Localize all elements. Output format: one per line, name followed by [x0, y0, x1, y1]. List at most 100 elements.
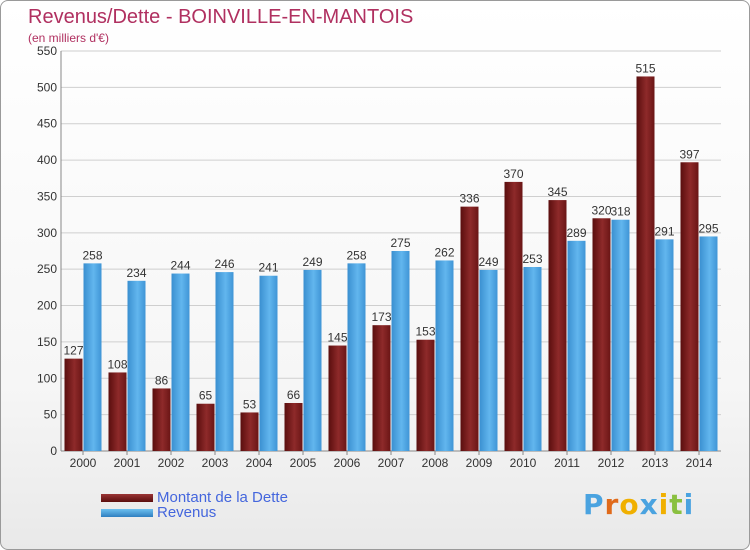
logo-letter: i: [683, 488, 695, 521]
bar-dette: [240, 412, 259, 451]
data-label: 244: [170, 259, 190, 273]
bar-dette: [64, 358, 83, 451]
data-label: 320: [591, 203, 611, 217]
bar-revenus: [567, 240, 586, 451]
logo-letter: o: [619, 488, 640, 521]
logo-letter: i: [658, 488, 670, 521]
bar-dette: [108, 372, 127, 451]
bar-dette: [636, 76, 655, 452]
y-tick-label: 450: [37, 117, 57, 131]
logo-letter: P: [583, 488, 605, 521]
bar-revenus: [259, 275, 278, 451]
y-tick-label: 350: [37, 189, 57, 203]
data-label: 370: [503, 167, 523, 181]
x-tick-label: 2006: [334, 456, 361, 470]
bar-dette: [416, 339, 435, 451]
logo-letter: r: [604, 488, 620, 521]
legend-item-dette: Montant de la Dette: [101, 489, 288, 506]
data-label: 66: [287, 388, 301, 402]
bar-dette: [548, 200, 567, 451]
data-label: 275: [390, 236, 410, 250]
data-label: 515: [635, 61, 655, 75]
x-tick-label: 2004: [246, 456, 273, 470]
data-label: 336: [459, 192, 479, 206]
chart-subtitle: (en milliers d'€): [28, 31, 109, 45]
bar-dette: [680, 162, 699, 452]
legend-item-revenus: Revenus: [101, 504, 216, 521]
x-tick-label: 2013: [642, 456, 669, 470]
data-label: 249: [478, 255, 498, 269]
bar-revenus: [699, 236, 718, 451]
x-tick-label: 2002: [158, 456, 185, 470]
data-label: 397: [679, 147, 699, 161]
data-label: 249: [302, 255, 322, 269]
data-label: 258: [346, 248, 366, 262]
bar-dette: [328, 345, 347, 451]
data-label: 345: [547, 185, 567, 199]
y-tick-label: 400: [37, 153, 57, 167]
bar-revenus: [611, 219, 630, 451]
y-tick-label: 100: [37, 371, 57, 385]
bar-dette: [592, 218, 611, 451]
data-label: 291: [654, 224, 674, 238]
data-label: 289: [566, 226, 586, 240]
bar-revenus: [655, 239, 674, 451]
bar-dette: [284, 403, 303, 451]
y-tick-label: 0: [50, 444, 57, 458]
bar-dette: [196, 403, 215, 451]
bar-dette: [152, 388, 171, 451]
data-label: 262: [434, 245, 454, 259]
legend-swatch-dette: [101, 493, 153, 502]
y-tick-label: 500: [37, 80, 57, 94]
legend-swatch-revenus: [101, 508, 153, 517]
x-tick-label: 2000: [70, 456, 97, 470]
x-tick-label: 2001: [114, 456, 141, 470]
bar-dette: [372, 325, 391, 451]
y-tick-label: 50: [44, 408, 58, 422]
x-tick-label: 2005: [290, 456, 317, 470]
bar-revenus: [83, 263, 102, 451]
bar-revenus: [435, 260, 454, 451]
data-label: 318: [610, 205, 630, 219]
proxiti-logo: Proxiti: [583, 488, 694, 521]
x-tick-label: 2003: [202, 456, 229, 470]
x-tick-label: 2014: [686, 456, 713, 470]
data-label: 246: [214, 257, 234, 271]
x-tick-label: 2009: [466, 456, 493, 470]
x-tick-label: 2011: [554, 456, 580, 470]
bar-revenus: [523, 267, 542, 451]
logo-letter: x: [639, 488, 659, 521]
data-label: 234: [126, 266, 146, 280]
x-tick-label: 2007: [378, 456, 405, 470]
data-label: 145: [327, 331, 347, 345]
data-label: 127: [63, 344, 83, 358]
data-label: 53: [243, 397, 257, 411]
bar-revenus: [171, 273, 190, 451]
x-tick-label: 2008: [422, 456, 449, 470]
data-label: 258: [82, 248, 102, 262]
bar-revenus: [347, 263, 366, 451]
data-label: 153: [415, 325, 435, 339]
y-tick-label: 300: [37, 226, 57, 240]
data-label: 253: [522, 252, 542, 266]
y-tick-label: 150: [37, 335, 57, 349]
y-tick-label: 200: [37, 299, 57, 313]
bar-revenus: [215, 272, 234, 451]
bar-revenus: [303, 269, 322, 451]
bar-dette: [504, 181, 523, 451]
x-tick-label: 2010: [510, 456, 537, 470]
logo-letter: t: [669, 488, 684, 521]
data-label: 108: [107, 357, 127, 371]
chart-title: Revenus/Dette - BOINVILLE-EN-MANTOIS: [28, 6, 414, 28]
data-label: 86: [155, 373, 169, 387]
x-tick-label: 2012: [598, 456, 625, 470]
data-label: 295: [698, 221, 718, 235]
y-tick-label: 550: [37, 44, 57, 58]
y-tick-label: 250: [37, 262, 57, 276]
legend-label-revenus: Revenus: [157, 504, 217, 521]
data-label: 173: [371, 310, 391, 324]
data-label: 65: [199, 389, 213, 403]
bar-revenus: [479, 269, 498, 451]
data-label: 241: [258, 261, 278, 275]
